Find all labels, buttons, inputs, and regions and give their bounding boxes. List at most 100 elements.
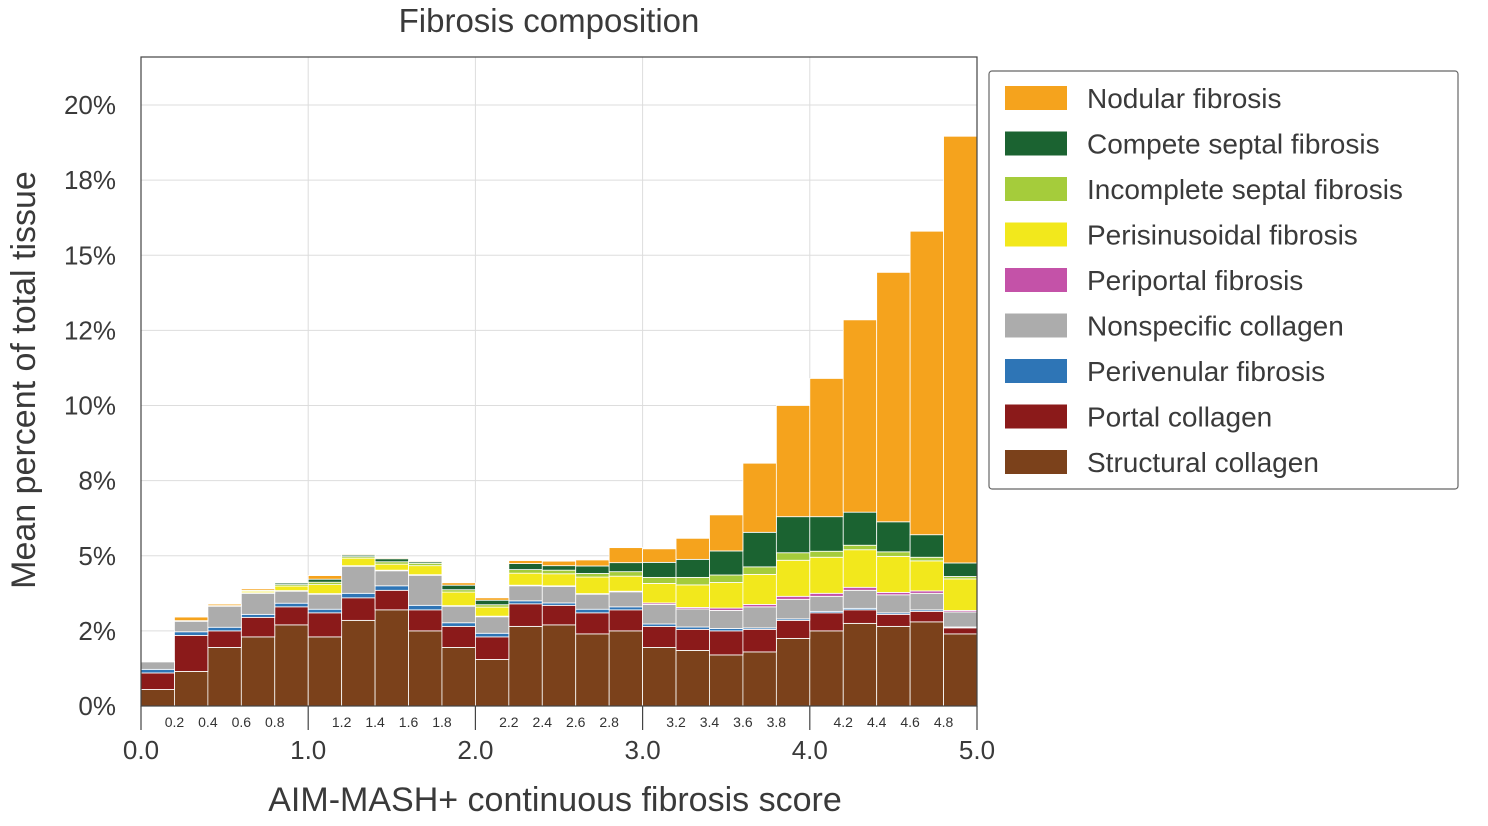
bar-incomplete-septal-fibrosis	[508, 569, 543, 574]
legend-swatch	[1005, 222, 1067, 247]
bar-perivenular-fibrosis	[140, 668, 175, 674]
bar-perisinusoidal-fibrosis	[709, 582, 744, 609]
bar-incomplete-septal-fibrosis	[742, 566, 777, 575]
bar-portal-collagen	[207, 630, 242, 648]
bar-nodular-fibrosis	[742, 462, 777, 533]
y-tick-label: 0%	[78, 691, 116, 721]
legend-label: Structural collagen	[1087, 447, 1319, 478]
bar-portal-collagen	[709, 630, 744, 656]
legend-label: Periportal fibrosis	[1087, 265, 1303, 296]
bar-nodular-fibrosis	[775, 405, 811, 518]
bar-portal-collagen	[174, 634, 209, 672]
y-tick-label: 2%	[78, 616, 116, 646]
bar-perivenular-fibrosis	[374, 585, 409, 591]
bar-portal-collagen	[541, 604, 577, 626]
bar-nonspecific-collagen	[441, 605, 476, 624]
x-minor-tick-label: 3.8	[767, 714, 787, 730]
bar-structural-collagen	[775, 637, 811, 707]
legend-swatch	[1005, 177, 1067, 201]
bar-perivenular-fibrosis	[508, 600, 543, 605]
bar-incomplete-septal-fibrosis	[909, 556, 944, 562]
bar-perisinusoidal-fibrosis	[775, 559, 811, 597]
bar-perisinusoidal-fibrosis	[374, 563, 409, 571]
y-tick-label: 18%	[64, 165, 116, 195]
x-axis-ticks: 0.0 1.0 2.0 3.0 4.0 5.0 0.2 0.4 0.6 0.8 1.2 1.4 1.6 1…	[123, 706, 995, 765]
bar-compete-septal-fibrosis	[909, 534, 944, 558]
bar-structural-collagen	[675, 650, 710, 707]
x-minor-tick-label: 0.6	[232, 714, 252, 730]
bar-portal-collagen	[943, 627, 978, 635]
bar-structural-collagen	[341, 619, 376, 707]
bar-nonspecific-collagen	[207, 605, 242, 628]
bar-portal-collagen	[909, 610, 944, 623]
bar-portal-collagen	[642, 625, 677, 648]
x-minor-tick-label: 4.6	[900, 714, 920, 730]
bar-structural-collagen	[408, 630, 443, 707]
legend-swatch	[1005, 404, 1067, 429]
bar-incomplete-septal-fibrosis	[541, 569, 577, 575]
y-tick-label: 8%	[78, 466, 116, 496]
bar-structural-collagen	[642, 647, 677, 707]
bars-layer	[140, 135, 978, 707]
bar-nonspecific-collagen	[809, 595, 844, 612]
bar-portal-collagen	[140, 672, 175, 690]
x-minor-tick-label: 2.8	[599, 714, 619, 730]
bar-nonspecific-collagen	[240, 592, 276, 615]
bar-nodular-fibrosis	[374, 557, 409, 560]
bar-nodular-fibrosis	[441, 582, 476, 586]
bar-nonspecific-collagen	[274, 590, 309, 604]
bar-structural-collagen	[140, 689, 175, 707]
bar-perisinusoidal-fibrosis	[876, 555, 911, 593]
bar-structural-collagen	[575, 633, 610, 707]
bar-nodular-fibrosis	[307, 575, 343, 580]
bar-perivenular-fibrosis	[240, 613, 276, 618]
bar-compete-septal-fibrosis	[474, 599, 510, 606]
y-tick-label: 10%	[64, 391, 116, 421]
bar-portal-collagen	[274, 606, 309, 626]
bar-nodular-fibrosis	[174, 616, 209, 622]
bar-incomplete-septal-fibrosis	[575, 573, 610, 578]
x-minor-tick-label: 2.6	[566, 714, 586, 730]
bar-incomplete-septal-fibrosis	[809, 550, 844, 558]
bar-perivenular-fibrosis	[474, 632, 510, 638]
bar-compete-septal-fibrosis	[775, 516, 811, 554]
bar-nodular-fibrosis	[943, 135, 978, 564]
x-axis-title: AIM-MASH+ continuous fibrosis score	[268, 781, 841, 819]
bar-nonspecific-collagen	[307, 593, 343, 610]
bar-periportal-fibrosis	[140, 660, 175, 663]
bar-nonspecific-collagen	[508, 585, 543, 602]
bar-portal-collagen	[441, 625, 476, 648]
bar-perisinusoidal-fibrosis	[943, 578, 978, 611]
bar-nodular-fibrosis	[842, 319, 878, 513]
bar-compete-septal-fibrosis	[441, 584, 476, 591]
bar-portal-collagen	[408, 609, 443, 632]
bar-structural-collagen	[207, 647, 242, 707]
y-axis-title: Mean percent of total tissue	[5, 171, 43, 589]
bar-nonspecific-collagen	[374, 570, 409, 587]
bar-portal-collagen	[675, 628, 710, 651]
bar-nodular-fibrosis	[608, 547, 643, 564]
bar-compete-septal-fibrosis	[608, 562, 643, 573]
bar-portal-collagen	[742, 628, 777, 653]
bar-perisinusoidal-fibrosis	[474, 606, 510, 617]
bar-portal-collagen	[508, 603, 543, 627]
bar-incomplete-septal-fibrosis	[675, 576, 710, 586]
bar-nonspecific-collagen	[608, 591, 643, 608]
bar-nonspecific-collagen	[943, 611, 978, 628]
bar-compete-septal-fibrosis	[541, 565, 577, 571]
bar-perisinusoidal-fibrosis	[842, 549, 878, 588]
bar-nonspecific-collagen	[876, 594, 911, 614]
bar-nodular-fibrosis	[508, 560, 543, 564]
bar-perisinusoidal-fibrosis	[341, 557, 376, 567]
bar-nonspecific-collagen	[675, 608, 710, 628]
bar-structural-collagen	[909, 621, 944, 707]
y-axis-ticks: 0% 2% 5% 8% 10% 12% 15% 18% 20%	[64, 90, 116, 721]
x-minor-tick-label: 1.8	[432, 714, 452, 730]
bar-perivenular-fibrosis	[174, 631, 209, 636]
bar-compete-septal-fibrosis	[675, 558, 710, 578]
bar-nodular-fibrosis	[408, 560, 443, 563]
bar-nodular-fibrosis	[341, 553, 376, 556]
bar-incomplete-septal-fibrosis	[876, 551, 911, 557]
legend-swatch	[1005, 131, 1067, 156]
bar-perivenular-fibrosis	[441, 622, 476, 627]
